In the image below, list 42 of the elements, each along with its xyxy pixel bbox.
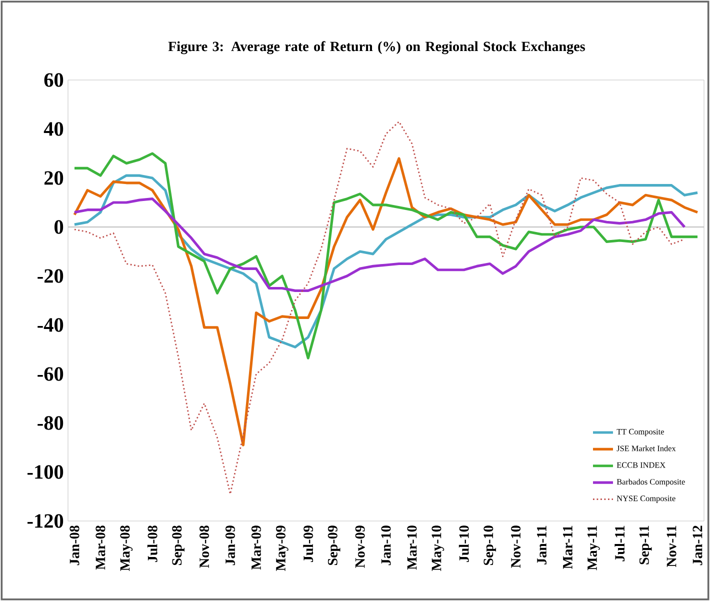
y-tick-label: -100 <box>27 465 64 479</box>
x-tick-label: Nov-11 <box>666 526 676 568</box>
chart-title: Figure 3: Average rate of Return (%) on Regional Stock Exchanges <box>168 41 585 54</box>
x-tick-label: Nov-09 <box>355 526 365 568</box>
legend-label: Barbados Composite <box>616 478 685 486</box>
x-tick-label: Nov-08 <box>200 526 210 568</box>
x-tick-label: Jan-11 <box>537 526 546 564</box>
x-tick-label: Jul-08 <box>147 526 158 562</box>
x-tick-label: Mar-10 <box>407 526 417 570</box>
y-tick-label: 60 <box>44 73 64 87</box>
y-tick-label: -60 <box>38 367 64 381</box>
legend-label: ECCB INDEX <box>616 462 666 468</box>
x-tick-label: Sep-11 <box>639 526 652 564</box>
x-tick-label: May-08 <box>120 526 133 571</box>
y-tick-label: -80 <box>38 416 64 430</box>
y-tick-label: 0 <box>54 220 64 234</box>
x-tick-label: Jul-11 <box>614 526 625 562</box>
x-tick-label: May-09 <box>276 526 288 571</box>
y-tick-label: -40 <box>38 318 64 332</box>
y-tick-label: 20 <box>44 171 64 185</box>
legend-label: NYSE Composite <box>616 496 676 503</box>
x-tick-label: Jan-12 <box>692 526 702 566</box>
x-tick-label: May-10 <box>432 526 444 571</box>
x-tick-label: Jul-09 <box>303 526 314 562</box>
y-tick-label: 40 <box>44 122 64 136</box>
x-tick-label: May-11 <box>588 526 600 570</box>
y-tick-label: -120 <box>27 514 64 528</box>
line-series <box>74 120 686 495</box>
x-tick-label: Mar-08 <box>96 526 106 570</box>
x-tick-label: Mar-11 <box>563 526 572 569</box>
x-tick-label: Sep-10 <box>484 526 496 566</box>
x-tick-label: Jan-10 <box>381 526 391 566</box>
x-tick-label: Jul-10 <box>458 526 469 562</box>
x-tick-label: Mar-09 <box>251 526 261 570</box>
x-tick-label: Jan-09 <box>226 526 235 566</box>
legend-label: TT Composite <box>616 428 664 436</box>
legend-label: JSE Market Index <box>616 445 676 452</box>
x-tick-label: Nov-10 <box>511 526 521 568</box>
x-tick-label: Jan-08 <box>70 526 80 566</box>
x-tick-label: Sep-09 <box>328 526 340 566</box>
x-tick-label: Sep-08 <box>172 526 184 566</box>
y-tick-label: -20 <box>38 269 64 283</box>
